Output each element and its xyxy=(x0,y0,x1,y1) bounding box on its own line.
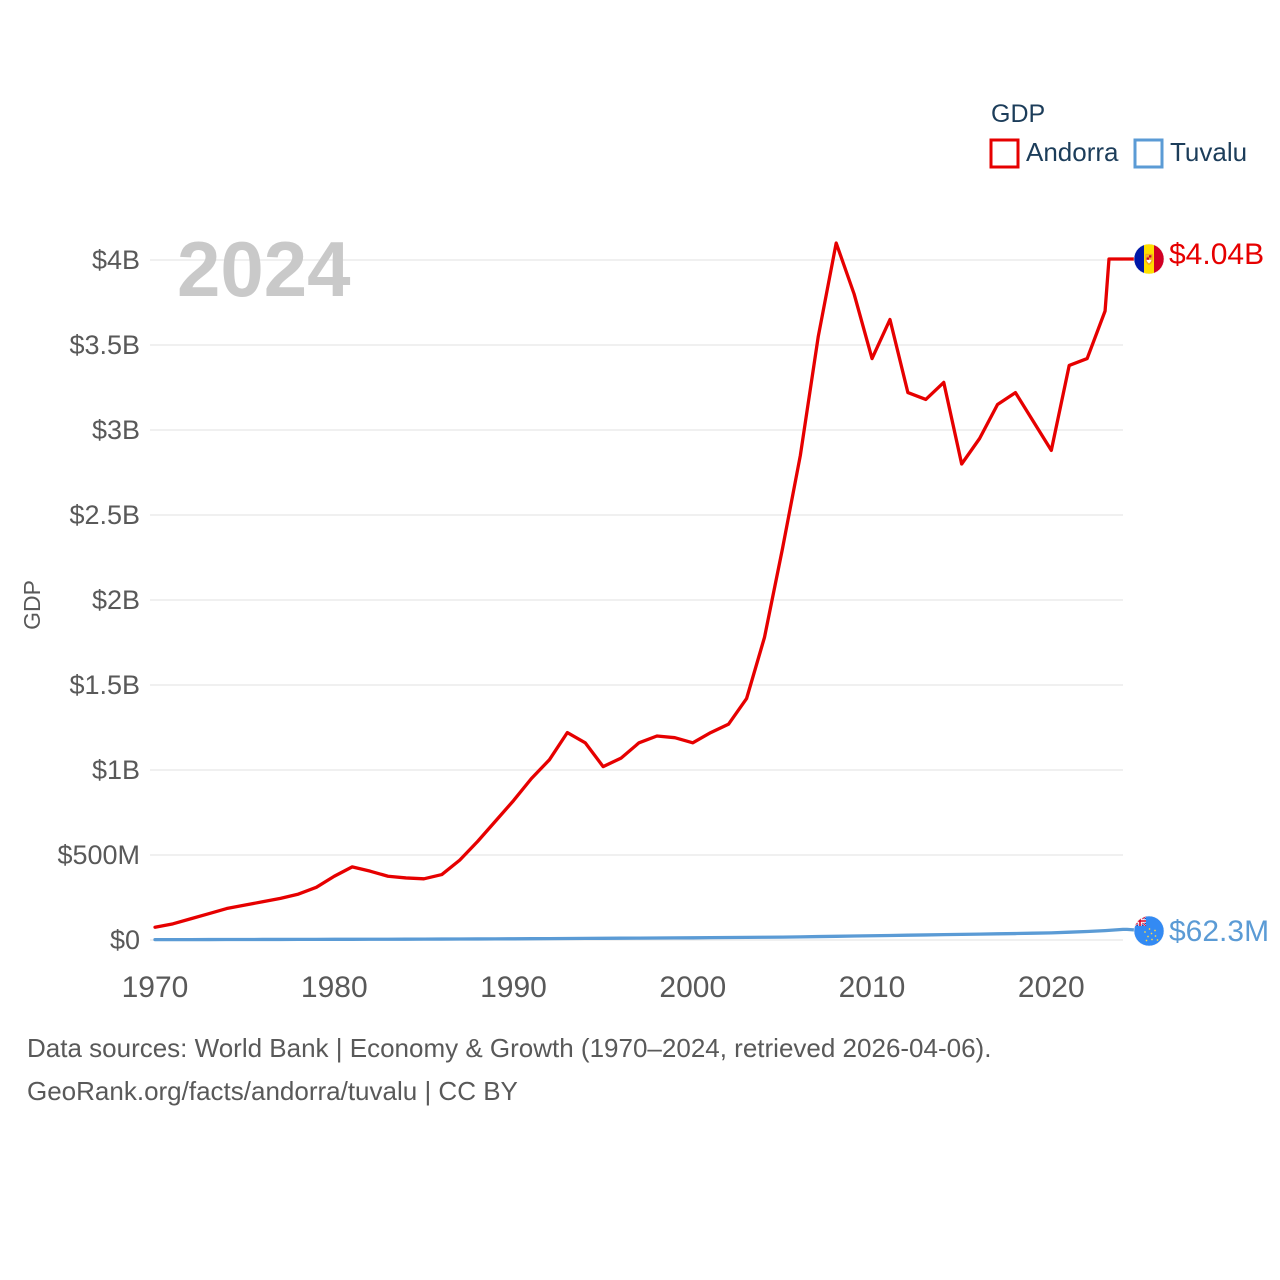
svg-text:1970: 1970 xyxy=(122,971,189,1004)
svg-text:$500M: $500M xyxy=(57,840,140,870)
svg-text:GDP: GDP xyxy=(19,580,45,630)
svg-text:Tuvalu: Tuvalu xyxy=(1170,137,1247,167)
svg-text:$2B: $2B xyxy=(92,585,140,615)
svg-text:$3B: $3B xyxy=(92,415,140,445)
svg-text:2024: 2024 xyxy=(177,225,351,313)
svg-text:$62.3M: $62.3M xyxy=(1169,915,1269,948)
svg-text:2000: 2000 xyxy=(659,971,726,1004)
svg-text:GDP: GDP xyxy=(991,100,1045,128)
svg-text:$3.5B: $3.5B xyxy=(69,330,140,360)
svg-text:$0: $0 xyxy=(110,925,140,955)
svg-text:$2.5B: $2.5B xyxy=(69,500,140,530)
svg-text:2020: 2020 xyxy=(1018,971,1085,1004)
svg-text:Andorra: Andorra xyxy=(1026,137,1119,167)
svg-text:1990: 1990 xyxy=(480,971,547,1004)
svg-text:GeoRank.org/facts/andorra/tuva: GeoRank.org/facts/andorra/tuvalu | CC BY xyxy=(27,1076,518,1106)
svg-text:1980: 1980 xyxy=(301,971,368,1004)
svg-text:Data sources: World Bank | Eco: Data sources: World Bank | Economy & Gro… xyxy=(27,1033,991,1063)
svg-text:2010: 2010 xyxy=(839,971,906,1004)
svg-text:$1.5B: $1.5B xyxy=(69,670,140,700)
svg-text:$1B: $1B xyxy=(92,755,140,785)
svg-text:$4.04B: $4.04B xyxy=(1169,238,1264,271)
svg-text:$4B: $4B xyxy=(92,245,140,275)
